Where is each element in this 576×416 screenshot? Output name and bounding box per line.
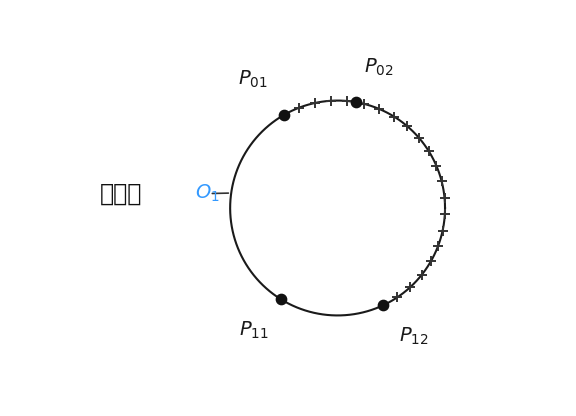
Text: $\mathit{P}_{02}$: $\mathit{P}_{02}$ [364,57,394,78]
Text: $\mathit{P}_{12}$: $\mathit{P}_{12}$ [399,326,429,347]
Text: $\mathit{O}_1$: $\mathit{O}_1$ [195,183,220,204]
Text: 拟合圆: 拟合圆 [100,181,142,206]
Point [279,111,289,118]
Text: $\mathit{P}_{11}$: $\mathit{P}_{11}$ [239,319,268,341]
Text: $\mathit{P}_{01}$: $\mathit{P}_{01}$ [238,69,268,91]
Point [378,302,388,309]
Point [351,99,361,106]
Point [276,296,285,302]
